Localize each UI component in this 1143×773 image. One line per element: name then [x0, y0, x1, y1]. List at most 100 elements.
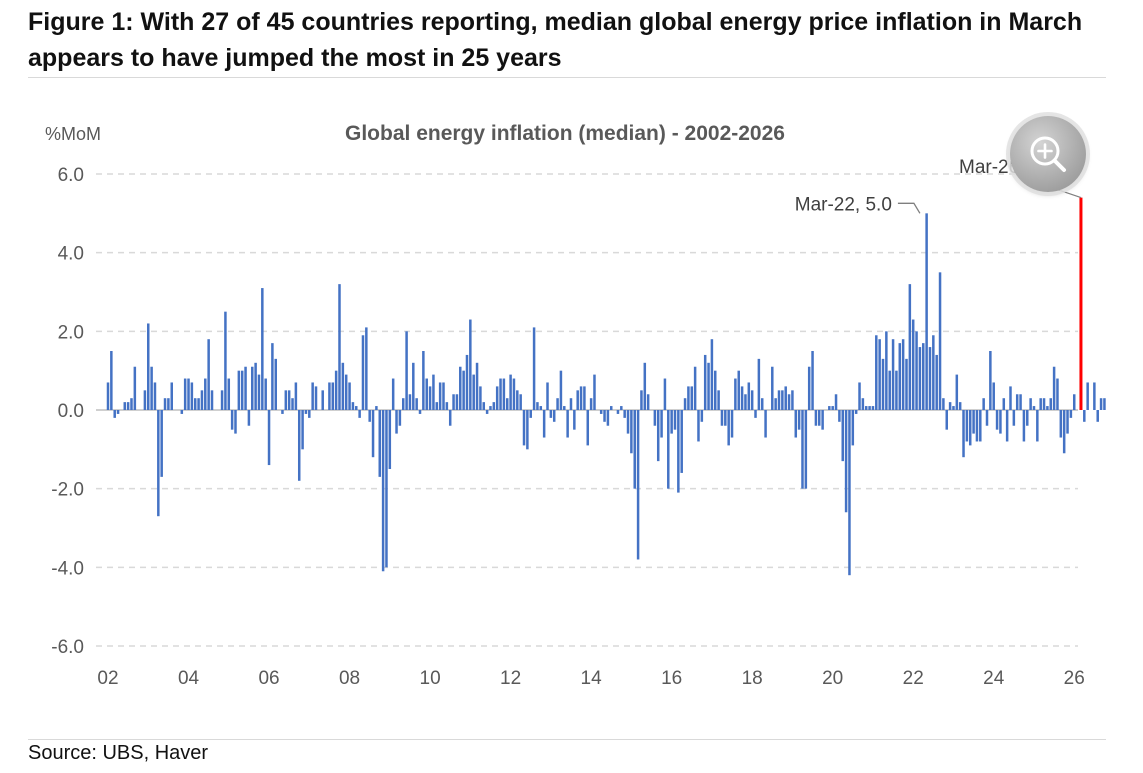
bar	[358, 410, 361, 418]
bar	[861, 398, 865, 410]
annotation-leader	[897, 202, 921, 214]
bar	[646, 394, 650, 410]
bar	[958, 402, 962, 410]
bar	[952, 406, 955, 410]
bar	[995, 410, 999, 430]
bar	[784, 386, 787, 410]
bar	[818, 410, 821, 426]
bar	[579, 386, 583, 410]
bar	[1069, 410, 1073, 418]
bar	[1036, 410, 1039, 442]
bar	[351, 402, 355, 410]
bar	[797, 410, 801, 430]
bar	[975, 410, 979, 442]
bar	[190, 382, 194, 410]
bar	[677, 410, 680, 493]
bar	[163, 398, 167, 410]
bar	[683, 398, 687, 410]
bar	[693, 366, 697, 410]
bar	[509, 374, 512, 410]
bar	[643, 362, 647, 410]
bar	[999, 410, 1002, 434]
bar	[1083, 410, 1086, 422]
bar	[1026, 410, 1029, 426]
bar	[868, 406, 871, 410]
bar	[891, 339, 895, 410]
y-tick-label: 2.0	[58, 322, 84, 343]
bar-highlight	[1079, 197, 1083, 410]
zoom-in-icon	[1030, 136, 1066, 172]
bar	[126, 402, 130, 410]
zoom-button[interactable]	[1010, 116, 1086, 192]
bar	[375, 406, 378, 410]
bar	[133, 366, 137, 410]
bar	[204, 378, 207, 410]
bar	[908, 284, 912, 410]
bar	[730, 410, 734, 438]
bar	[720, 410, 724, 426]
bar	[308, 410, 311, 418]
bar	[777, 390, 781, 410]
bar	[710, 339, 714, 410]
bar	[821, 410, 824, 430]
bar	[472, 374, 475, 410]
y-tick-label: -6.0	[51, 637, 84, 658]
bar	[479, 386, 482, 410]
bar	[398, 410, 402, 426]
x-tick-label: 12	[500, 668, 521, 689]
bar	[395, 410, 398, 434]
bar	[224, 311, 227, 410]
bar	[807, 366, 811, 410]
bar	[985, 410, 989, 426]
bar	[901, 339, 905, 410]
bar	[482, 402, 486, 410]
bar	[831, 406, 834, 410]
bar	[583, 386, 586, 410]
y-tick-labels: 6.0 4.0 2.0 0.0 -2.0 -4.0 -6.0	[51, 165, 84, 658]
bar	[1096, 410, 1099, 422]
bar	[787, 394, 791, 410]
bar	[740, 386, 744, 410]
bar	[828, 406, 831, 410]
bar	[187, 378, 190, 410]
bar	[653, 410, 657, 426]
bar	[180, 410, 184, 414]
bar	[1046, 406, 1049, 410]
bar	[1002, 398, 1006, 410]
bar	[254, 362, 257, 410]
bar	[727, 410, 730, 446]
bar	[630, 410, 633, 454]
bar	[928, 347, 932, 410]
bar	[838, 410, 841, 422]
bar	[965, 410, 969, 442]
bar	[918, 347, 922, 410]
bar	[157, 410, 160, 517]
bar	[391, 378, 395, 410]
bar	[586, 410, 590, 446]
bar	[412, 362, 415, 410]
bar	[147, 323, 150, 410]
x-tick-label: 02	[97, 668, 118, 689]
bar	[499, 378, 502, 410]
bar	[1019, 394, 1022, 410]
bar	[717, 390, 720, 410]
bar	[160, 410, 163, 477]
bar	[1039, 398, 1042, 410]
bar	[123, 402, 127, 410]
bar	[378, 410, 382, 477]
y-tick-label: 0.0	[58, 401, 84, 422]
bar	[979, 410, 982, 442]
bar	[459, 366, 462, 410]
bar	[388, 410, 392, 469]
bar	[244, 366, 247, 410]
bar	[489, 406, 492, 410]
x-tick-label: 20	[822, 668, 843, 689]
bar	[267, 410, 271, 466]
x-tick-label: 08	[339, 668, 360, 689]
bar	[982, 398, 985, 410]
bar	[227, 378, 231, 410]
bar	[606, 410, 610, 426]
bar	[113, 410, 116, 418]
bar	[938, 272, 942, 410]
bar	[566, 410, 569, 438]
